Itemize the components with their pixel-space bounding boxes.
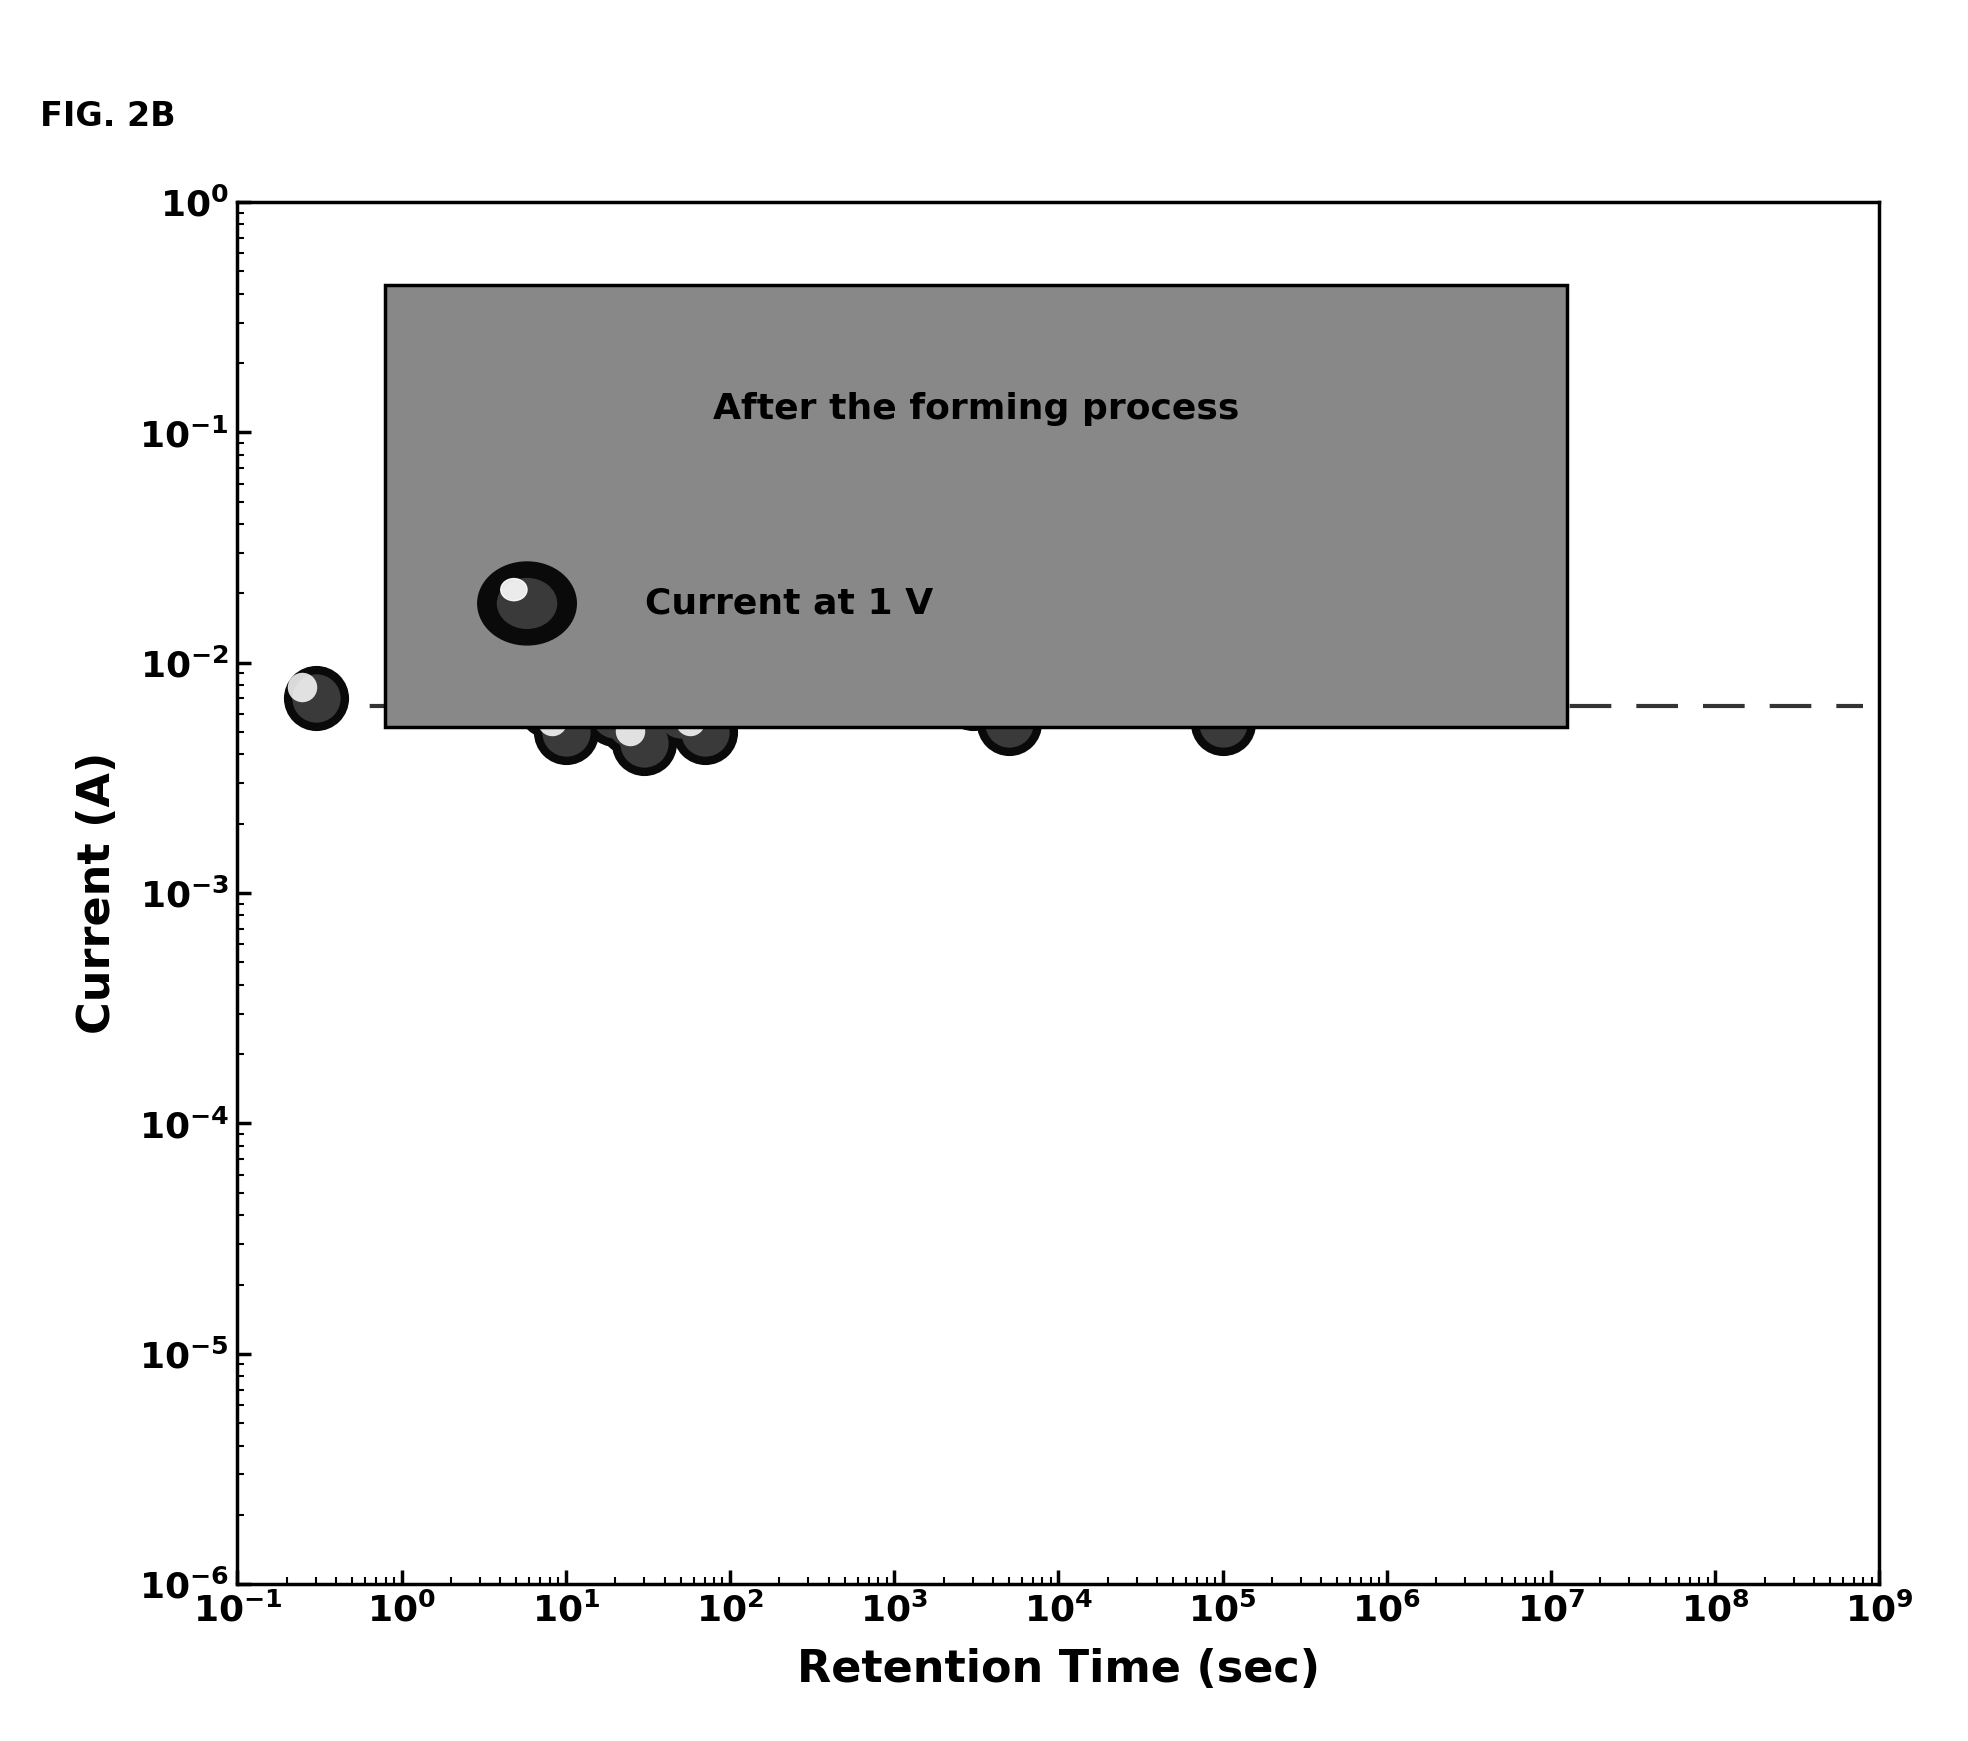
Point [689,719,720,747]
Point [559,660,590,688]
Point [1193,698,1224,726]
Point [486,667,518,695]
Point [616,709,647,736]
Point [579,655,610,682]
Point [299,684,331,712]
Point [1191,672,1222,700]
Point [533,691,565,719]
Point [1177,660,1208,688]
Point [675,707,707,735]
Point [520,681,551,709]
Point [614,717,646,745]
Point [994,709,1025,736]
Point [600,700,632,728]
Point [592,665,624,693]
Text: FIG. 2B: FIG. 2B [39,99,175,132]
Point [1322,677,1354,705]
Point [956,684,988,712]
Point [829,672,860,700]
Point [978,698,1010,726]
Point [1242,655,1273,682]
X-axis label: Retention Time (sec): Retention Time (sec) [797,1649,1321,1691]
Point [584,689,616,717]
Point [510,648,541,676]
Point [1322,677,1354,705]
Point [1206,709,1238,736]
Point [665,700,697,728]
Point [1157,660,1189,688]
Point [1256,665,1287,693]
Text: After the forming process: After the forming process [712,392,1240,427]
Point [525,660,557,688]
Point [533,691,565,719]
Point [927,672,958,700]
Point [838,642,870,670]
Point [1206,709,1238,736]
Point [994,709,1025,736]
Point [592,665,624,693]
Circle shape [500,578,527,601]
Point [1191,672,1222,700]
Y-axis label: Current (A): Current (A) [77,752,120,1034]
Circle shape [478,562,577,644]
Point [913,660,945,688]
Text: Current at 1 V: Current at 1 V [646,587,933,620]
Point [1356,660,1387,688]
Point [956,684,988,712]
Point [602,698,634,726]
Point [815,660,846,688]
Point [535,707,567,735]
Point [285,674,317,702]
Point [1372,672,1403,700]
Point [600,700,632,728]
FancyBboxPatch shape [386,286,1567,728]
Point [616,709,647,736]
Circle shape [498,578,557,629]
Point [1307,667,1338,695]
Point [575,672,606,700]
Point [500,677,531,705]
Point [628,729,659,757]
Point [525,660,557,688]
Point [1256,665,1287,693]
Point [628,729,659,757]
Point [852,655,884,682]
Point [852,655,884,682]
Point [927,672,958,700]
Point [943,674,974,702]
Point [665,700,697,728]
Point [299,684,331,712]
Point [1143,648,1175,676]
Point [689,719,720,747]
Point [549,719,581,747]
Point [549,719,581,747]
Point [651,689,683,717]
Point [575,672,606,700]
Point [829,672,860,700]
Point [1157,660,1189,688]
Point [1372,672,1403,700]
Point [500,677,531,705]
